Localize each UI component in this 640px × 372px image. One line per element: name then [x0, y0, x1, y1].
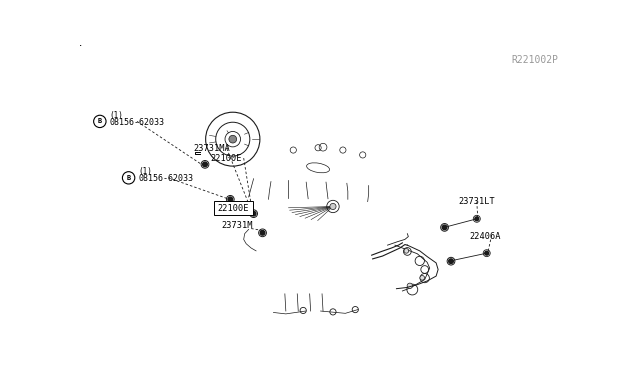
- Circle shape: [420, 276, 424, 280]
- Circle shape: [442, 225, 447, 230]
- Text: 23731M: 23731M: [221, 221, 253, 230]
- Text: 22100E: 22100E: [218, 203, 249, 212]
- Circle shape: [252, 211, 256, 216]
- Text: 23731MA: 23731MA: [193, 144, 230, 153]
- Text: B: B: [127, 175, 131, 181]
- Circle shape: [229, 135, 237, 143]
- Circle shape: [404, 248, 409, 253]
- Circle shape: [449, 259, 453, 263]
- Text: 08156-62033: 08156-62033: [110, 118, 164, 127]
- Circle shape: [475, 217, 479, 221]
- Circle shape: [407, 283, 413, 289]
- Circle shape: [260, 231, 265, 235]
- Text: R221002P: R221002P: [511, 55, 559, 65]
- Circle shape: [484, 251, 489, 255]
- Text: 22406A: 22406A: [469, 232, 501, 241]
- Text: 22100E: 22100E: [210, 154, 241, 163]
- Text: B: B: [98, 118, 102, 124]
- Circle shape: [228, 197, 232, 202]
- Text: 23731LT: 23731LT: [458, 197, 495, 206]
- FancyBboxPatch shape: [214, 201, 253, 215]
- Circle shape: [330, 203, 336, 209]
- Text: 08156-62033: 08156-62033: [138, 174, 193, 183]
- Text: (1): (1): [110, 111, 124, 120]
- Circle shape: [203, 162, 207, 167]
- Text: (1): (1): [138, 167, 152, 176]
